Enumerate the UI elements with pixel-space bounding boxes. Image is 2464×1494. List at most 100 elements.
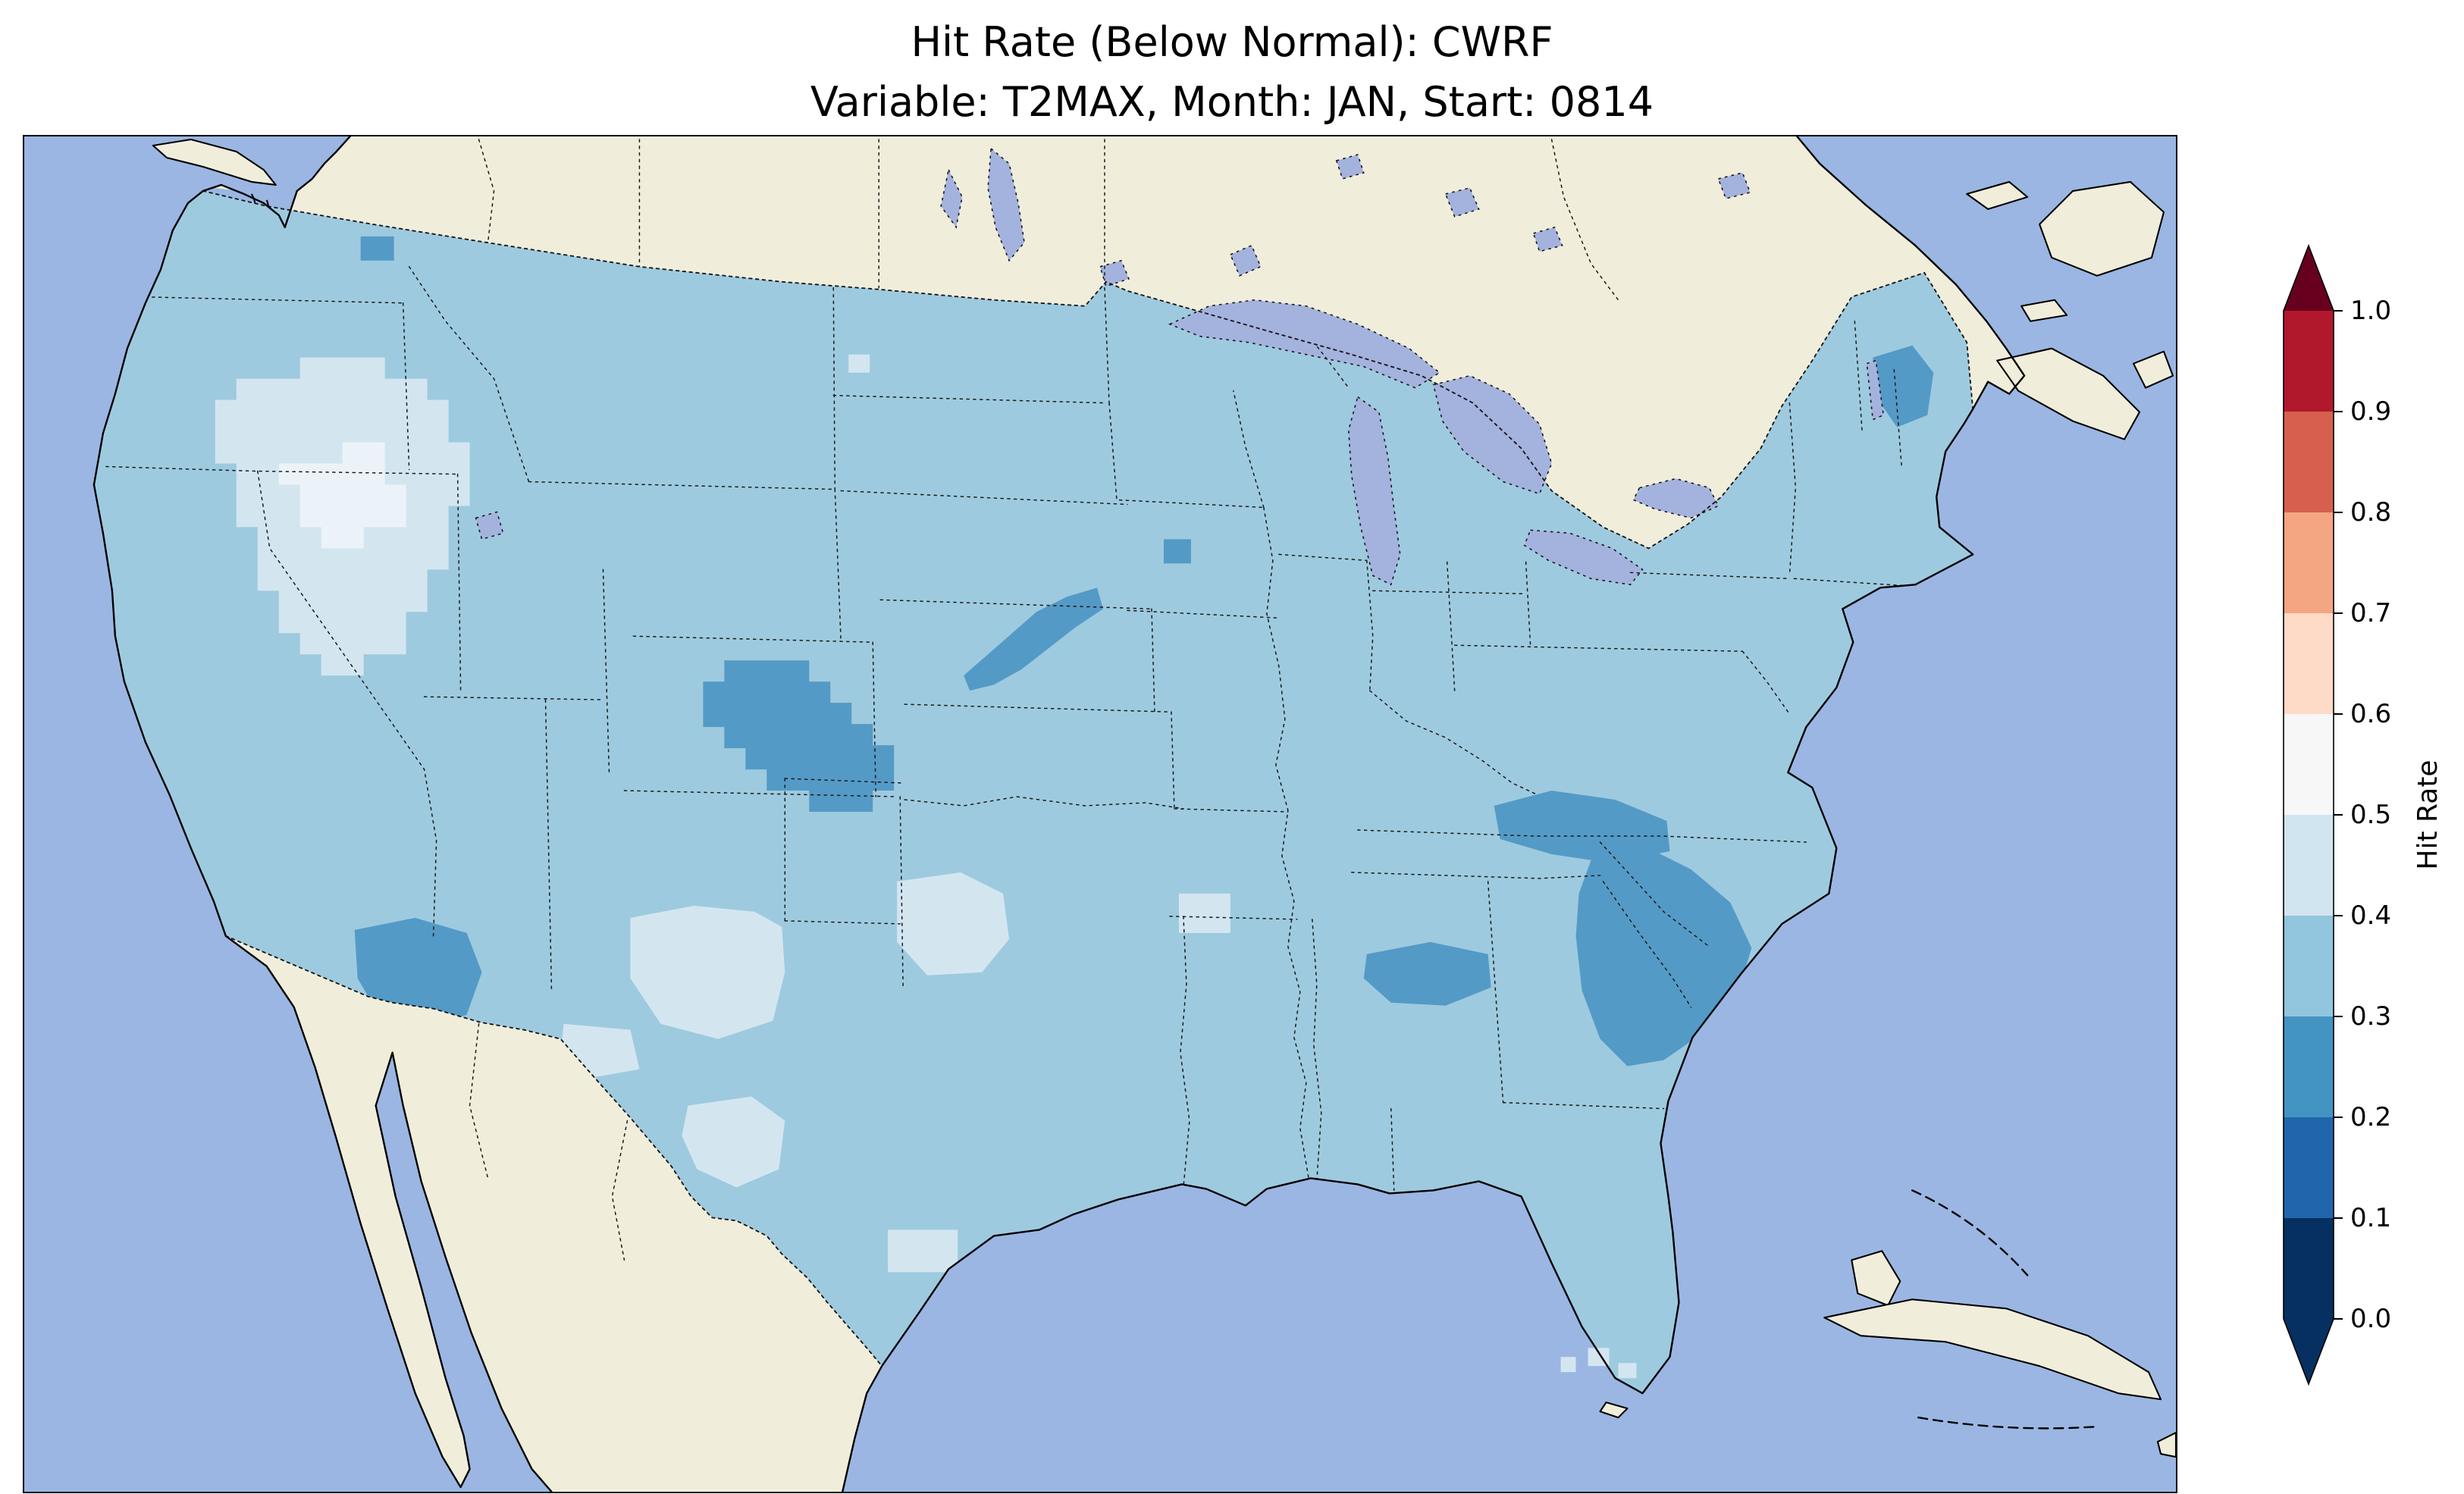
- province-border-line: [478, 139, 495, 243]
- mexico-state-border-line: [611, 1120, 629, 1261]
- state-border-line: [879, 599, 1152, 610]
- state-border-line: [456, 473, 462, 691]
- lake-champlain: [1866, 359, 1885, 421]
- state-border-line: [1278, 553, 1368, 562]
- lake-manitoba: [940, 168, 963, 229]
- colorbar-segment-0.4-0.5: [2284, 815, 2334, 916]
- prince-edward-island: [2020, 299, 2068, 322]
- state-border-line: [402, 302, 410, 471]
- hit-rate-patch-nevada-lightest: [278, 442, 406, 549]
- colorbar-tick-label: 0.8: [2350, 497, 2391, 528]
- state-border-line: [423, 696, 604, 700]
- hit-rate-patch-tennessee-north-carolina: [1494, 791, 1670, 863]
- colorbar-tickmarks: [2334, 310, 2343, 1320]
- hit-rate-cell-north-washington: [360, 236, 394, 261]
- hit-rate-cell-florida-keys-3: [1560, 1357, 1576, 1373]
- lake-huron: [1432, 374, 1553, 495]
- lake-erie: [1523, 529, 1644, 586]
- colorbar-segment-0.0-0.1: [2284, 1218, 2334, 1319]
- state-border-line: [602, 568, 610, 773]
- state-border-line: [257, 470, 437, 937]
- state-border-line: [105, 465, 459, 475]
- us-hit-rate-map: [24, 136, 2176, 1492]
- state-border-line: [1788, 402, 1797, 577]
- anticosti-island: [1966, 180, 2029, 210]
- state-border-line: [904, 796, 1184, 810]
- hit-rate-cell-florida-keys-2: [1618, 1363, 1637, 1379]
- state-border-line: [145, 296, 404, 304]
- colorbar-axis-label: Hit Rate: [2412, 760, 2444, 869]
- colorbar: 1.0 0.9 0.8 0.7 0.6 0.5 0.4 0.3 0.2 0.1 …: [2281, 241, 2464, 1393]
- state-border-line: [1372, 590, 1525, 595]
- hit-rate-patch-nebraska-band: [964, 587, 1103, 691]
- andros-island: [1851, 1250, 1901, 1307]
- state-border-line: [784, 920, 901, 925]
- state-border-line: [1169, 916, 1298, 920]
- cape-breton-island: [2132, 350, 2174, 389]
- lake-of-the-woods: [1099, 259, 1130, 287]
- us-mexico-border: [224, 935, 883, 1367]
- lake-winnipeg: [987, 147, 1025, 262]
- hit-rate-patch-texas-panhandle: [630, 905, 785, 1039]
- hit-rate-patch-vermont-new-hampshire: [1873, 345, 1934, 428]
- state-border-line: [1174, 808, 1289, 813]
- title-line-1: Hit Rate (Below Normal): CWRF: [911, 18, 1553, 66]
- state-border-line: [1854, 320, 1864, 434]
- colorbar-segment-0.1-0.2: [2284, 1117, 2334, 1218]
- state-border-line: [1390, 1107, 1395, 1192]
- state-border-line: [528, 481, 834, 490]
- state-border-line: [408, 266, 530, 483]
- lake-michigan: [1347, 396, 1401, 586]
- colorbar-tick-label: 1.0: [2350, 296, 2391, 326]
- state-border-line: [1741, 650, 1789, 713]
- province-borders: [469, 139, 1619, 1261]
- state-border-line: [904, 703, 1169, 713]
- state-border-line: [834, 488, 842, 644]
- state-border-line: [1180, 916, 1190, 1189]
- hit-rate-patch-south-texas: [682, 1096, 785, 1188]
- colorbar-segment-0.2-0.3: [2284, 1016, 2334, 1117]
- state-border-line: [832, 287, 835, 490]
- colorbar-tick-label: 0.7: [2350, 598, 2391, 628]
- lake-ontario: [1632, 478, 1719, 519]
- colorbar-tick-label: 0.1: [2350, 1203, 2391, 1233]
- hit-rate-cell-north-dakota: [848, 354, 870, 373]
- colorbar-tick-label: 0.9: [2350, 396, 2391, 427]
- state-border-line: [1108, 402, 1265, 509]
- title-line-2: Variable: T2MAX, Month: JAN, Start: 0814: [810, 78, 1654, 127]
- ontario-lake-1: [1444, 186, 1480, 218]
- colorbar-tick-label: 0.3: [2350, 1001, 2391, 1032]
- cuba: [1823, 1298, 2162, 1401]
- state-border-line: [1357, 829, 1807, 843]
- nova-scotia: [1996, 347, 2141, 440]
- state-border-line: [1127, 609, 1280, 619]
- colorbar-tick-label: 0.6: [2350, 699, 2391, 729]
- colorbar-svg: 1.0 0.9 0.8 0.7 0.6 0.5 0.4 0.3 0.2 0.1 …: [2283, 243, 2444, 1386]
- colorbar-under-arrow: [2284, 1319, 2334, 1384]
- hit-rate-cells-texas-coast: [888, 1229, 958, 1273]
- bahamas-chain-dashed-coast: [1911, 1189, 2029, 1276]
- state-border-line: [1629, 572, 1791, 580]
- newfoundland-island: [2039, 180, 2165, 277]
- state-border-line: [632, 635, 873, 644]
- hispaniola-edge: [2156, 1432, 2176, 1458]
- colorbar-tick-label: 0.4: [2350, 900, 2391, 931]
- colorbar-segment-0.9-1.0: [2284, 311, 2334, 412]
- state-border-line: [1893, 368, 1903, 468]
- hit-rate-cell-south-dakota: [1163, 539, 1191, 564]
- state-border-line: [544, 699, 553, 993]
- state-border-line: [1233, 390, 1265, 509]
- cuba-south-dashed-coast: [1917, 1416, 2099, 1430]
- ontario-lake-3: [1335, 153, 1365, 180]
- state-borders: [105, 266, 1937, 1192]
- state-border-line: [1309, 335, 1350, 389]
- quebec-lake: [1717, 171, 1751, 199]
- state-border-line: [872, 641, 876, 797]
- mexico-state-border-line: [469, 1023, 489, 1179]
- state-border-line: [623, 790, 898, 797]
- state-border-line: [832, 394, 1105, 404]
- colorbar-tick-label: 0.5: [2350, 800, 2391, 830]
- state-border-line: [1502, 1101, 1665, 1110]
- atlantic-gulf-coastline: [842, 136, 2026, 1492]
